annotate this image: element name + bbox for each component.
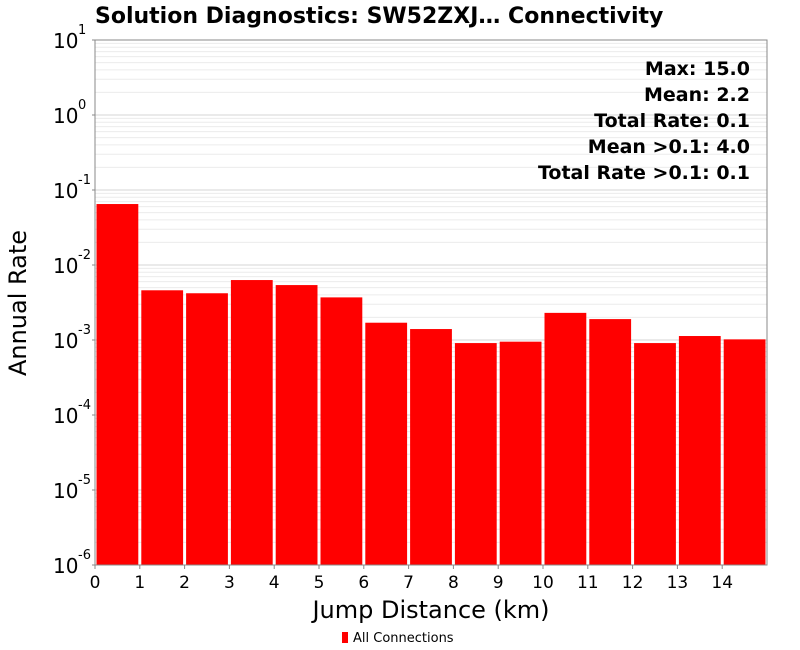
stat-annotation: Mean: 2.2 — [644, 84, 750, 106]
bar — [141, 290, 184, 565]
x-tick-label: 10 — [532, 573, 554, 593]
x-tick-label: 12 — [622, 573, 644, 593]
stat-annotation: Max: 15.0 — [645, 58, 750, 80]
legend: All Connections — [342, 631, 454, 646]
svg-text:10: 10 — [53, 404, 78, 428]
svg-text:-1: -1 — [78, 173, 91, 188]
y-tick-label: 10 -4 — [53, 398, 91, 428]
bar — [678, 336, 721, 565]
svg-text:-4: -4 — [78, 398, 91, 413]
x-tick-label: 14 — [711, 573, 733, 593]
x-tick-label: 9 — [493, 573, 504, 593]
bar — [186, 293, 228, 565]
legend-label: All Connections — [353, 631, 454, 646]
svg-text:10: 10 — [53, 479, 78, 503]
x-tick-label: 13 — [667, 573, 689, 593]
bar — [589, 319, 632, 565]
bar — [230, 280, 273, 565]
svg-text:10: 10 — [53, 104, 78, 128]
x-axis-label: Jump Distance (km) — [310, 596, 549, 624]
svg-text:-2: -2 — [78, 248, 91, 263]
svg-text:10: 10 — [53, 254, 78, 278]
x-tick-label: 8 — [448, 573, 459, 593]
x-tick-label: 7 — [403, 573, 414, 593]
y-tick-label: 10 -3 — [53, 323, 91, 353]
bars — [96, 204, 766, 565]
x-tick-label: 5 — [314, 573, 325, 593]
y-axis-label: Annual Rate — [4, 230, 32, 376]
y-tick-label: 10 -2 — [53, 248, 91, 278]
bar — [320, 297, 363, 565]
y-tick-label: 10 0 — [53, 98, 86, 128]
chart-title: Solution Diagnostics: SW52ZXJ… Connectiv… — [95, 4, 663, 29]
y-tick-label: 10 -5 — [53, 473, 91, 503]
bar — [499, 341, 542, 565]
x-tick-label: 3 — [224, 573, 235, 593]
stat-annotation: Mean >0.1: 4.0 — [588, 136, 750, 158]
x-tick-label: 2 — [179, 573, 190, 593]
plot-area-border — [94, 39, 768, 566]
svg-text:10: 10 — [53, 29, 78, 53]
stats-annotations: Max: 15.0 Mean: 2.2 Total Rate: 0.1 Mean >0… — [538, 58, 750, 184]
y-tick-label: 10 -6 — [53, 548, 91, 578]
x-tick-label: 4 — [269, 573, 280, 593]
svg-text:10: 10 — [53, 554, 78, 578]
y-tick-label: 10 -1 — [53, 173, 91, 203]
svg-text:10: 10 — [53, 179, 78, 203]
bar — [454, 343, 497, 565]
stat-annotation: Total Rate: 0.1 — [594, 110, 750, 132]
y-tick-label: 10 1 — [53, 23, 86, 53]
svg-text:-6: -6 — [78, 548, 91, 563]
x-tick-label: 1 — [134, 573, 145, 593]
x-tick-label: 0 — [90, 573, 101, 593]
svg-text:0: 0 — [78, 98, 86, 113]
svg-text:-5: -5 — [78, 473, 91, 488]
bar — [723, 339, 766, 565]
legend-swatch — [342, 632, 348, 643]
svg-text:10: 10 — [53, 329, 78, 353]
x-tick-label: 6 — [358, 573, 369, 593]
bar — [544, 312, 587, 565]
svg-text:-3: -3 — [78, 323, 91, 338]
bar — [634, 343, 676, 565]
bar — [96, 204, 139, 565]
svg-text:1: 1 — [78, 23, 86, 38]
bar — [365, 322, 408, 565]
bar — [410, 329, 452, 565]
stat-annotation: Total Rate >0.1: 0.1 — [538, 162, 750, 184]
x-tick-label: 11 — [577, 573, 599, 593]
x-axis-ticks: 0 1 2 3 4 5 6 7 8 9 10 11 12 13 14 — [90, 565, 733, 593]
bar — [275, 285, 318, 565]
